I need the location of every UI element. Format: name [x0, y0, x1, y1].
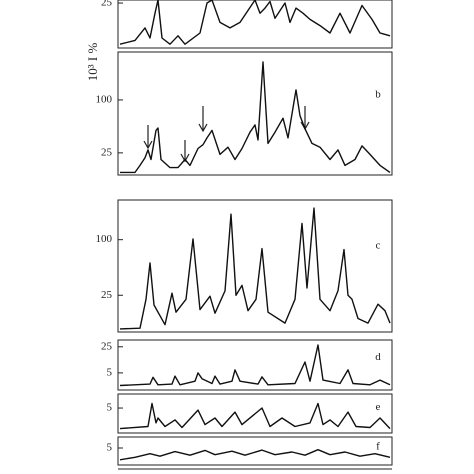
y-tick-label: 5: [107, 442, 113, 454]
spectrum-line: [119, 207, 391, 330]
panel-label: f: [376, 440, 380, 452]
arrow: [198, 106, 208, 133]
panel-frame: [117, 199, 393, 333]
y-tick-label: 5: [107, 366, 113, 378]
y-tick-label: 25: [101, 146, 113, 158]
panel-frame: [117, 0, 393, 49]
spectrum-line: [119, 402, 391, 430]
arrow: [143, 125, 153, 150]
panel-frame: [117, 51, 393, 176]
y-tick-label: 5: [107, 402, 113, 414]
arrow: [300, 106, 310, 131]
y-tick-label: 100: [96, 233, 113, 245]
panel-label: e: [376, 401, 381, 413]
y-tick-label: 25: [101, 289, 113, 301]
panel-frame: [117, 436, 393, 466]
spectrum-line: [119, 0, 391, 45]
spectrum-line: [119, 449, 391, 461]
panel-frame: [117, 393, 393, 434]
spectrum-line: [120, 61, 391, 174]
spectrum-line: [119, 344, 391, 387]
panel-label: b: [375, 89, 381, 101]
y-tick-label: 25: [101, 340, 113, 352]
y-tick-label: 25: [101, 0, 113, 9]
panel-label: c: [376, 240, 381, 252]
panel-frame: [117, 339, 393, 391]
arrows: [143, 106, 310, 163]
panel-label: d: [375, 351, 381, 363]
arrow: [180, 140, 190, 163]
y-tick-label: 100: [96, 93, 113, 105]
y-axis-label: 10³ I %: [85, 43, 100, 82]
